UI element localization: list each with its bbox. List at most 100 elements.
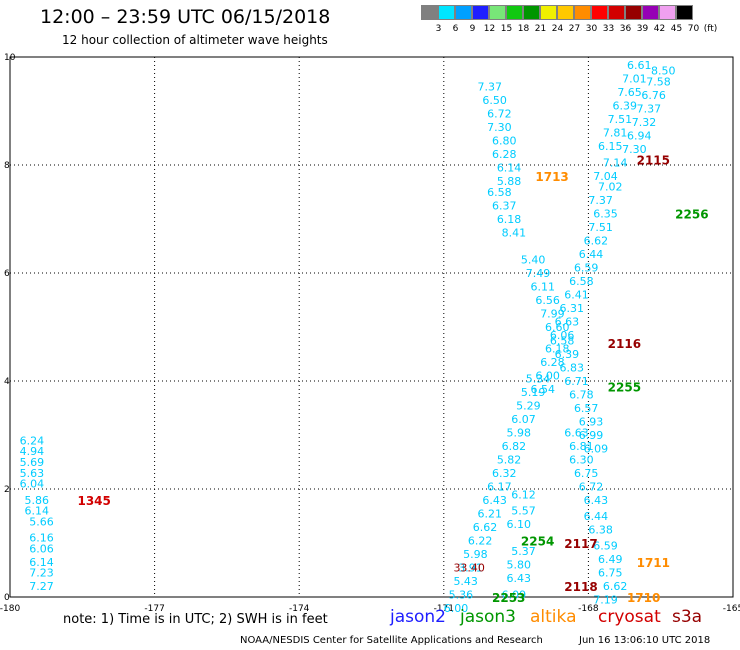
wave-height-point: 5.40 xyxy=(521,254,546,267)
footer-note: note: 1) Time is in UTC; 2) SWH is in fe… xyxy=(63,612,328,627)
colorbar-label: 27 xyxy=(568,24,581,34)
wave-height-point: 6.18 xyxy=(497,213,522,226)
legend-s3a: s3a xyxy=(672,607,703,627)
wave-height-point: 6.63 xyxy=(555,316,580,329)
wave-height-point: 6.71 xyxy=(564,375,589,388)
wave-height-point: 6.39 xyxy=(555,348,580,361)
colorbar-label: 39 xyxy=(636,24,649,34)
wave-height-point: 6.59 xyxy=(574,262,599,275)
wave-height-point: 6.18 xyxy=(545,343,570,356)
wave-height-point: 6.43 xyxy=(482,494,507,507)
wave-height-point: 6.43 xyxy=(584,494,609,507)
wave-height-point: 5.36 xyxy=(449,588,474,601)
colorbar-label: (ft) xyxy=(703,24,718,34)
wave-height-point: 6.14 xyxy=(29,556,53,569)
colorbar-swatch xyxy=(506,5,523,20)
wave-height-point: 5.98 xyxy=(506,426,530,439)
wave-height-point: 6.82 xyxy=(502,440,527,453)
wave-height-point: 6.04 xyxy=(20,478,45,491)
wave-height-point: 6.61 xyxy=(627,59,652,72)
wave-height-point: 6.63 xyxy=(564,426,589,439)
track-time-label: 2118 xyxy=(564,580,597,594)
wave-height-point: 6.99 xyxy=(579,429,604,442)
wave-height-point: 6.93 xyxy=(579,416,604,429)
wave-height-point: 6.56 xyxy=(535,294,560,307)
wave-height-point: 6.58 xyxy=(550,335,575,348)
wave-height-point: 6.75 xyxy=(598,567,623,580)
wave-height-point: 6.11 xyxy=(531,281,556,294)
colorbar-swatch xyxy=(540,5,557,20)
y-tick-label: 8 xyxy=(4,161,10,171)
footer-credit: NOAA/NESDIS Center for Satellite Applica… xyxy=(240,635,543,646)
colorbar-swatch xyxy=(523,5,540,20)
wave-height-point: 6.44 xyxy=(584,510,609,523)
colorbar-swatch xyxy=(676,5,693,20)
wave-height-point: 6.35 xyxy=(593,208,618,221)
wave-height-point: 6.78 xyxy=(569,389,594,402)
wave-height-point: 6.24 xyxy=(20,434,45,447)
colorbar-label: 70 xyxy=(687,24,700,34)
wave-height-point: 5.82 xyxy=(497,453,522,466)
wave-height-point: 5.80 xyxy=(506,559,530,572)
wave-height-point: 6.80 xyxy=(492,135,517,148)
wave-height-point: 6.00 xyxy=(444,602,469,615)
wave-height-point: 7.37 xyxy=(637,102,662,115)
wave-height-point: 6.72 xyxy=(579,480,604,493)
wave-height-point: 6.83 xyxy=(559,362,584,375)
x-tick-label: -168 xyxy=(578,604,599,614)
wave-height-point: 7.58 xyxy=(646,75,671,88)
wave-height-point: 6.14 xyxy=(24,505,49,518)
wave-height-point: 7.32 xyxy=(632,116,657,129)
wave-height-point: 6.14 xyxy=(497,162,522,175)
wave-height-point: 6.22 xyxy=(468,534,493,547)
wave-height-point: 7.30 xyxy=(487,121,512,134)
wave-height-point: 7.51 xyxy=(608,113,633,126)
wave-height-point: 5.29 xyxy=(516,399,541,412)
wave-height-point: 7.04 xyxy=(593,170,618,183)
wave-height-point: 7.37 xyxy=(478,81,503,94)
track-time-label: 1713 xyxy=(535,170,568,184)
wave-height-point: 5.98 xyxy=(463,548,488,561)
wave-height-point: 7.65 xyxy=(617,86,642,99)
wave-height-point: 6.10 xyxy=(506,518,530,531)
colorbar-swatch xyxy=(591,5,608,20)
track-time-label: 2253 xyxy=(492,591,525,605)
track-time-label: 2117 xyxy=(564,537,597,551)
colorbar-label: 33 xyxy=(602,24,615,34)
wave-height-point: 6.16 xyxy=(29,532,53,545)
wave-height-point: 6.72 xyxy=(487,108,512,121)
wave-height-point: 6.12 xyxy=(511,488,536,501)
wave-height-point: 6.58 xyxy=(569,275,594,288)
y-tick-label: 2 xyxy=(4,485,10,495)
x-tick-label: -174 xyxy=(289,604,310,614)
colorbar-swatch xyxy=(659,5,676,20)
colorbar-swatch xyxy=(489,5,506,20)
wave-height-point: 6.54 xyxy=(531,383,556,396)
wave-height-point: 5.19 xyxy=(521,386,546,399)
colorbar-swatch xyxy=(642,5,659,20)
wave-height-point: 7.27 xyxy=(29,580,53,593)
wave-height-point: 7.37 xyxy=(588,194,613,207)
wave-height-point: 6.62 xyxy=(473,521,498,534)
footer-timestamp: Jun 16 13:06:10 UTC 2018 xyxy=(579,635,711,646)
wave-height-point: 7.81 xyxy=(603,127,628,140)
y-tick-label: 0 xyxy=(4,593,10,603)
wave-height-point: 5.43 xyxy=(453,575,478,588)
wave-height-point: 6.30 xyxy=(569,453,594,466)
legend-jason2: jason2 xyxy=(390,607,446,627)
colorbar-label: 45 xyxy=(670,24,683,34)
wave-height-point: 5.37 xyxy=(511,545,536,558)
track-time-label: 1711 xyxy=(637,556,670,570)
colorbar-label: 6 xyxy=(452,24,459,34)
wave-height-point: 6.06 xyxy=(550,329,575,342)
wave-height-point: 5.69 xyxy=(20,456,45,469)
wave-height-point: 5.63 xyxy=(20,467,45,480)
wave-height-point: 6.28 xyxy=(540,356,565,369)
track-time-label: 2254 xyxy=(521,534,554,548)
track-time-label: 1710 xyxy=(627,591,660,605)
track-time-label: 2115 xyxy=(637,154,670,168)
colorbar-label: 12 xyxy=(483,24,496,34)
wave-height-point: 6.62 xyxy=(603,580,628,593)
colorbar-swatch xyxy=(625,5,642,20)
